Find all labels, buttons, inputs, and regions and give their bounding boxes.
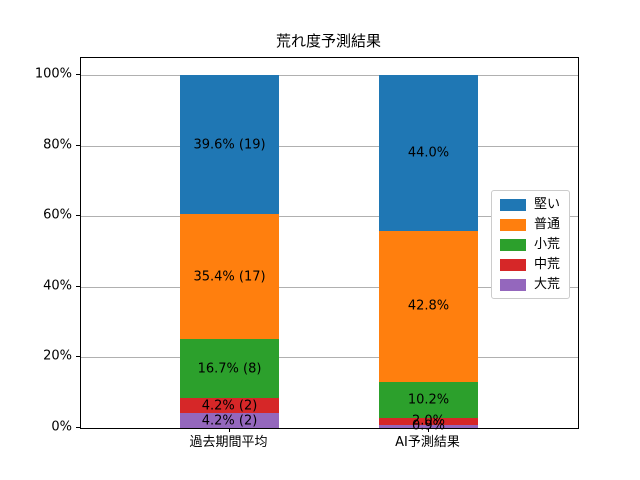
bar-segment [180, 74, 279, 215]
gridline [81, 75, 578, 76]
bar-segment [379, 417, 478, 425]
x-tick-mark [228, 428, 230, 432]
bar-segment [180, 339, 279, 399]
legend-swatch [500, 198, 526, 211]
legend-swatch [500, 218, 526, 231]
gridline [81, 286, 578, 288]
legend-swatch [500, 278, 526, 291]
bar-label: 10.2% [407, 392, 450, 408]
x-tick-label: 過去期間平均 [189, 435, 268, 450]
gridline [81, 216, 578, 218]
bar-label: 44.0% [407, 145, 450, 161]
y-tick-mark [76, 427, 80, 428]
gridline [81, 145, 578, 147]
legend: 堅い普通小荒中荒大荒 [491, 190, 571, 299]
x-tick-mark [427, 428, 429, 432]
legend-label: 中荒 [534, 257, 561, 272]
bar-label: 4.2% (2) [201, 413, 258, 429]
legend-label: 普通 [534, 217, 561, 232]
y-tick-label: 40% [43, 278, 72, 294]
y-tick-label: 100% [34, 66, 72, 82]
bar-segment [379, 230, 478, 382]
legend-entry: 中荒 [500, 258, 560, 271]
bar-segment [379, 381, 478, 418]
bar-segment [379, 424, 478, 428]
legend-swatch [500, 258, 526, 271]
bar-label: 4.2% (2) [201, 398, 258, 414]
x-tick-label: AI予測結果 [395, 435, 460, 450]
gridline [81, 357, 578, 359]
y-tick-label: 60% [43, 207, 72, 223]
bar-label: 16.7% (8) [197, 361, 262, 377]
y-tick-mark [76, 215, 80, 217]
legend-entry: 大荒 [500, 278, 560, 291]
bar-segment [180, 413, 279, 428]
bar-segment [180, 214, 279, 340]
y-tick-label: 20% [43, 348, 72, 364]
y-tick-mark [76, 74, 80, 75]
bar-segment [379, 75, 478, 231]
bar-label: 39.6% (19) [193, 137, 266, 153]
legend-label: 大荒 [534, 277, 561, 292]
bar-label: 35.4% (17) [193, 269, 266, 285]
bar-label: 42.8% [407, 298, 450, 314]
legend-entry: 堅い [500, 198, 560, 211]
legend-label: 小荒 [534, 237, 561, 252]
y-tick-mark [76, 356, 80, 358]
bar-label: 0.9% [411, 418, 446, 434]
bar-label: 2.0% [411, 413, 446, 429]
y-tick-mark [76, 285, 80, 287]
legend-entry: 普通 [500, 218, 560, 231]
chart-title: 荒れ度予測結果 [275, 32, 381, 50]
legend-entry: 小荒 [500, 238, 560, 251]
y-tick-label: 0% [51, 419, 72, 435]
legend-label: 堅い [534, 197, 561, 212]
bar-segment [180, 398, 279, 414]
y-tick-label: 80% [43, 137, 72, 153]
y-tick-mark [76, 144, 80, 146]
legend-swatch [500, 238, 526, 251]
